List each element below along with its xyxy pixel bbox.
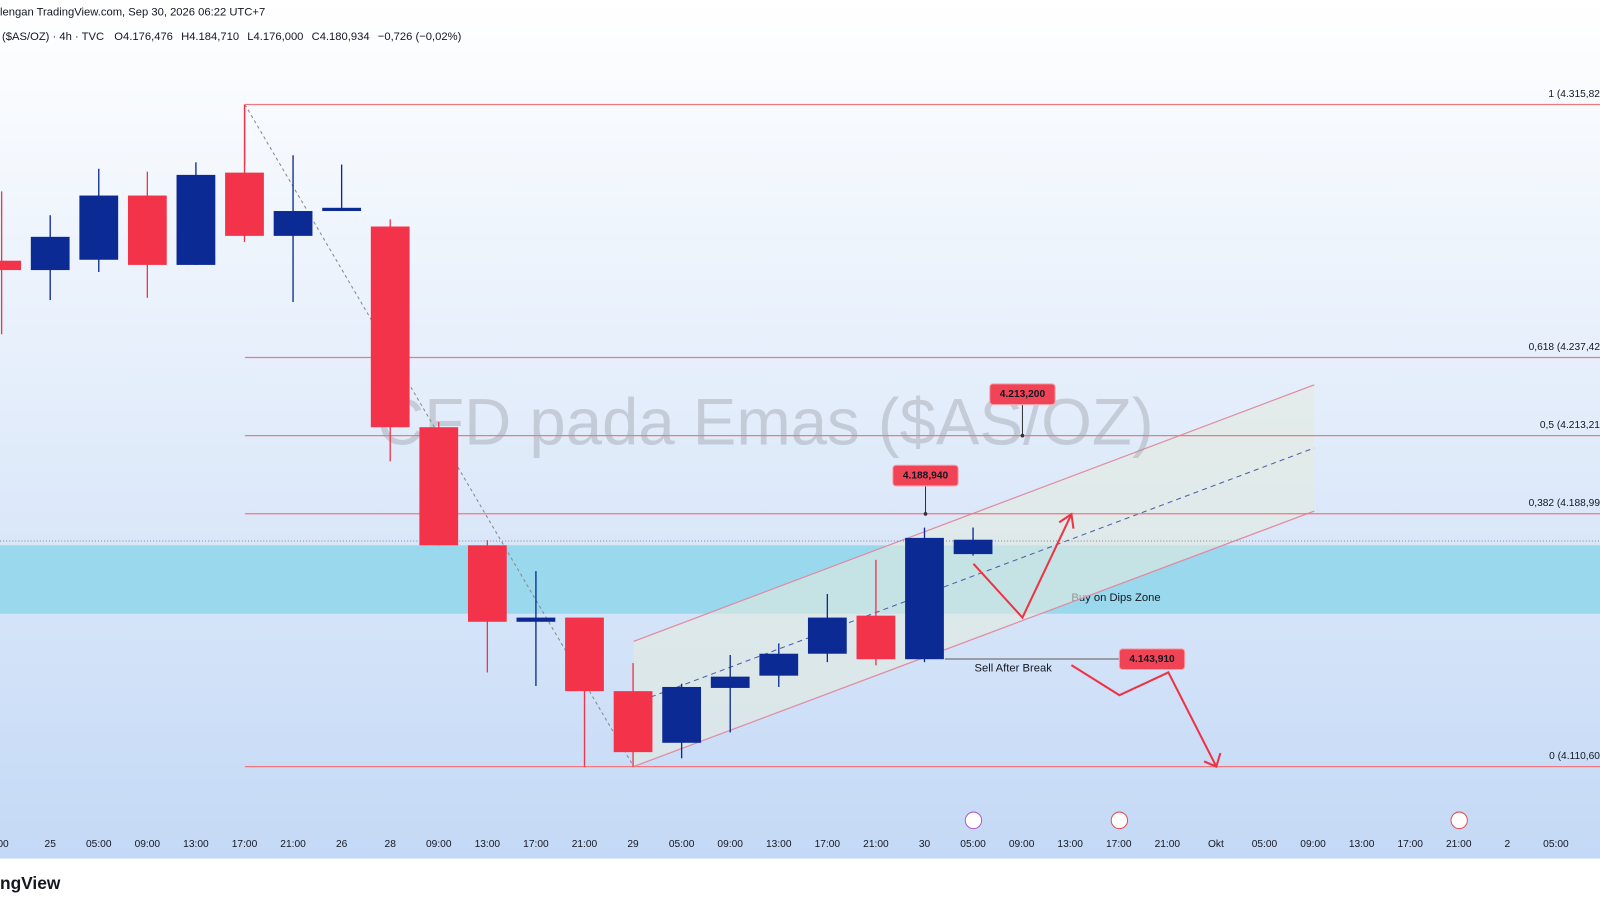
- x-tick-label: 25: [45, 839, 57, 850]
- candle-body: [467, 545, 507, 622]
- x-tick-label: 26: [336, 839, 348, 850]
- x-tick-label: Okt: [1208, 839, 1224, 850]
- price-label-box: [989, 383, 1056, 406]
- fib-label: 0 (4.110,60: [1549, 751, 1600, 762]
- ohlc-value: C4.180,934: [312, 31, 370, 43]
- x-tick-label: 13:00: [766, 839, 792, 850]
- x-tick-label: 21:00: [1155, 839, 1181, 850]
- x-tick-label: 30: [919, 839, 931, 850]
- event-icon: [1110, 811, 1129, 830]
- x-tick-label: 21:00: [572, 839, 598, 850]
- x-tick-label: 17:00: [232, 839, 258, 850]
- candle-body: [807, 617, 847, 654]
- price-label-box: [892, 464, 959, 487]
- x-tick-label: 09:00: [426, 839, 452, 850]
- candle-body: [322, 207, 362, 212]
- x-tick-label: 13:00: [1057, 839, 1083, 850]
- x-tick-label: 2: [1505, 839, 1511, 850]
- x-tick-label: 05:00: [1543, 839, 1569, 850]
- candle-body: [710, 676, 750, 688]
- event-icon: [1450, 811, 1468, 830]
- x-tick-label: 17:00: [523, 839, 549, 850]
- symbol-line: ($AS/OZ) · 4h · TVC: [2, 31, 104, 43]
- x-tick-label: 13:00: [1349, 839, 1375, 850]
- ohlc-value: −0,726 (−0,02%): [378, 31, 462, 43]
- candle-body: [662, 686, 702, 743]
- x-tick-label: 05:00: [1252, 839, 1278, 850]
- x-tick-label: 21:00: [1446, 839, 1472, 850]
- candle-body: [0, 260, 22, 271]
- x-tick-label: 09:00: [135, 839, 161, 850]
- x-tick-label: 09:00: [717, 839, 743, 850]
- candle-body: [516, 617, 556, 622]
- x-tick-label: 09:00: [1009, 839, 1035, 850]
- price-label-dot: [923, 512, 928, 516]
- x-tick-label: 13:00: [475, 839, 501, 850]
- ohlc-value: L4.176,000: [247, 31, 303, 43]
- sell-label: Sell After Break: [974, 662, 1052, 674]
- fib-label: 0,5 (4.213,21: [1540, 420, 1600, 431]
- ohlc-value: O4.176,476: [114, 31, 173, 43]
- sell-arrow: [1070, 664, 1222, 768]
- price-label: 4.188,940: [903, 470, 949, 481]
- price-label: 4.143,910: [1129, 654, 1175, 665]
- x-tick-label: 21:00: [863, 839, 889, 850]
- fib-label: 1 (4.315,82: [1548, 89, 1600, 100]
- candle-body: [759, 653, 799, 676]
- candle-body: [79, 195, 119, 260]
- candle-body: [613, 691, 653, 753]
- buy-arrow: [972, 512, 1075, 620]
- footer-background: [0, 858, 1600, 900]
- price-label-dot: [1020, 433, 1025, 438]
- event-icon: [964, 811, 983, 830]
- x-tick-label: 21:00: [280, 839, 306, 850]
- x-tick-label: 09:00: [1300, 839, 1326, 850]
- candle-body: [30, 236, 70, 271]
- x-tick-label: 13:00: [183, 839, 209, 850]
- x-tick-label: 17:00: [1106, 839, 1132, 850]
- candle-body: [905, 537, 944, 660]
- x-tick-label: 05:00: [86, 839, 112, 850]
- candle-body: [565, 617, 604, 692]
- candle-body: [370, 226, 410, 428]
- candle-body: [419, 427, 459, 546]
- candle-body: [225, 172, 264, 236]
- header: lengan TradingView.com, Sep 30, 2026 06:…: [0, 6, 265, 18]
- x-tick-label: :00: [0, 839, 9, 850]
- x-tick-label: 17:00: [1397, 839, 1423, 850]
- x-tick-label: 28: [385, 839, 397, 850]
- candle-body: [127, 195, 167, 265]
- candle-body: [176, 174, 216, 265]
- candle-body: [856, 615, 896, 660]
- price-label-box: [1118, 648, 1186, 671]
- chart-background: [0, 0, 1600, 859]
- fib-label: 0,382 (4.188,99: [1529, 498, 1600, 509]
- x-tick-label: 29: [627, 839, 639, 850]
- x-tick-label: 05:00: [669, 839, 695, 850]
- ohlc-value: H4.184,710: [181, 31, 239, 43]
- logo: ngView: [0, 873, 61, 893]
- candle-body: [273, 211, 313, 236]
- price-label: 4.213,200: [1000, 389, 1046, 400]
- buy-zone-label: Buy on Dips Zone: [1071, 592, 1160, 604]
- channel-lower: [633, 510, 1315, 768]
- x-tick-label: 17:00: [815, 839, 841, 850]
- channel-mid: [633, 447, 1315, 704]
- fib-label: 0,618 (4.237,42: [1529, 342, 1600, 353]
- x-tick-label: 05:00: [960, 839, 986, 850]
- candle-body: [953, 539, 993, 555]
